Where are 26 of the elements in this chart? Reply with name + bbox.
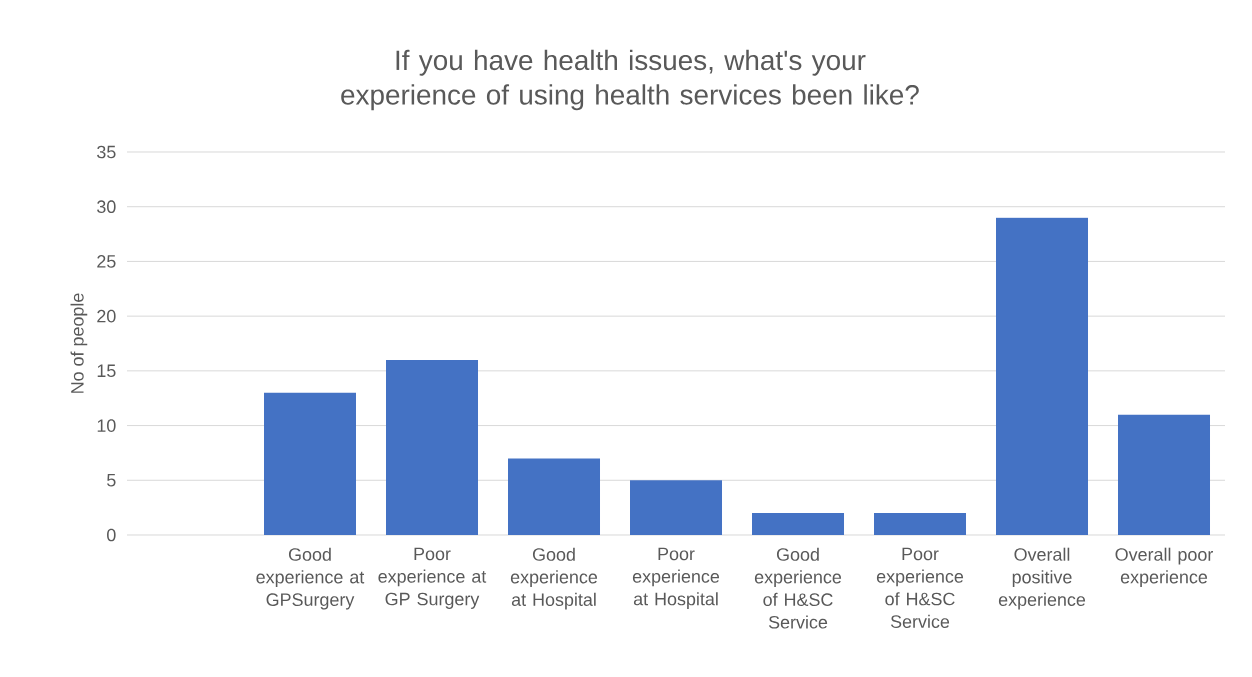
x-tick-label: Overall poor experience (1115, 547, 1214, 587)
y-axis-title: No of people (70, 293, 88, 393)
bar (996, 217, 1089, 535)
bar (386, 359, 479, 535)
x-tick-label: Good experience at Hospital (510, 547, 598, 610)
x-tick-label: Poor experience at Hospital (632, 547, 720, 609)
x-tick-label: Overall positive experience (998, 547, 1086, 610)
bar (752, 513, 845, 535)
y-tick-label: 35 (97, 145, 116, 159)
y-tick-label: 30 (97, 200, 116, 214)
bar (630, 480, 723, 535)
y-tick-label: 5 (107, 474, 116, 487)
x-tick-label: Poor experience at GP Surgery (378, 547, 487, 609)
y-tick-label: 10 (97, 419, 116, 432)
bar (508, 458, 601, 535)
x-tick-label: Poor experience of H&SC Service (876, 547, 964, 628)
chart-title: If you have health issues, what's your experience of using health services been like? (341, 49, 919, 111)
y-tick-label: 25 (97, 255, 116, 268)
bar (874, 513, 967, 535)
x-tick-label: Good experience at GPSurgery (256, 547, 365, 610)
y-tick-label: 15 (97, 364, 116, 378)
x-tick-label: Good experience of H&SC Service (754, 547, 842, 629)
y-tick-label: 20 (97, 309, 116, 323)
bar (1118, 414, 1211, 535)
bar (264, 392, 356, 535)
y-tick-label: 0 (107, 528, 116, 542)
